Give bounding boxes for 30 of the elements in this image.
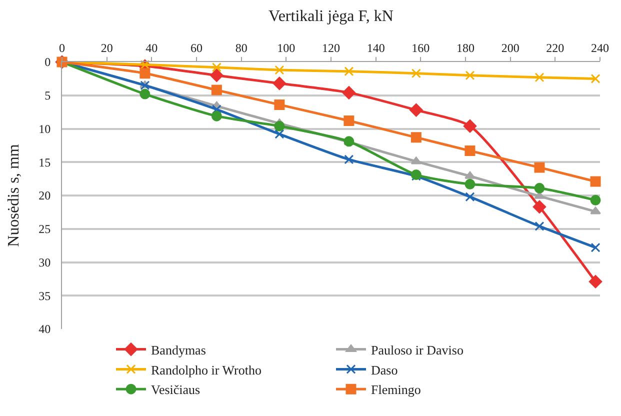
y-axis-title: Nuosėdis s, mm xyxy=(6,144,22,247)
y-tick-label: 35 xyxy=(38,288,51,303)
y-tick-label: 40 xyxy=(38,322,51,336)
x-tick-label: 0 xyxy=(59,41,65,56)
x-tick-label: 60 xyxy=(190,41,202,56)
y-tick-label: 10 xyxy=(38,122,51,136)
x-tick-label: 100 xyxy=(277,41,296,56)
x-tick-label: 180 xyxy=(456,41,474,56)
legend-label: Vesičiaus xyxy=(151,382,200,398)
y-tick-label: 25 xyxy=(38,222,51,236)
x-tick-label: 240 xyxy=(591,41,609,56)
legend-label: Bandymas xyxy=(151,342,206,358)
legend-label: Flemingo xyxy=(371,382,421,398)
y-tick-label: 15 xyxy=(38,155,51,170)
x-tick-label: 40 xyxy=(146,41,158,56)
legend-label: Daso xyxy=(371,362,398,378)
y-tick-label: 20 xyxy=(38,188,51,203)
x-tick-label: 80 xyxy=(235,41,248,56)
legend-label: Randolpho ir Wrotho xyxy=(151,362,262,378)
x-tick-label: 220 xyxy=(546,41,564,56)
x-tick-label: 140 xyxy=(366,41,385,56)
y-tick-label: 0 xyxy=(44,55,51,70)
x-tick-label: 20 xyxy=(100,41,113,56)
x-tick-label: 160 xyxy=(412,41,430,56)
x-tick-label: 120 xyxy=(322,41,340,56)
x-tick-label: 200 xyxy=(501,41,520,56)
x-axis-title: Vertikali jėga F, kN xyxy=(268,8,394,26)
y-tick-label: 30 xyxy=(38,255,51,270)
y-tick-label: 5 xyxy=(44,88,51,103)
legend-label: Pauloso ir Daviso xyxy=(371,342,464,358)
